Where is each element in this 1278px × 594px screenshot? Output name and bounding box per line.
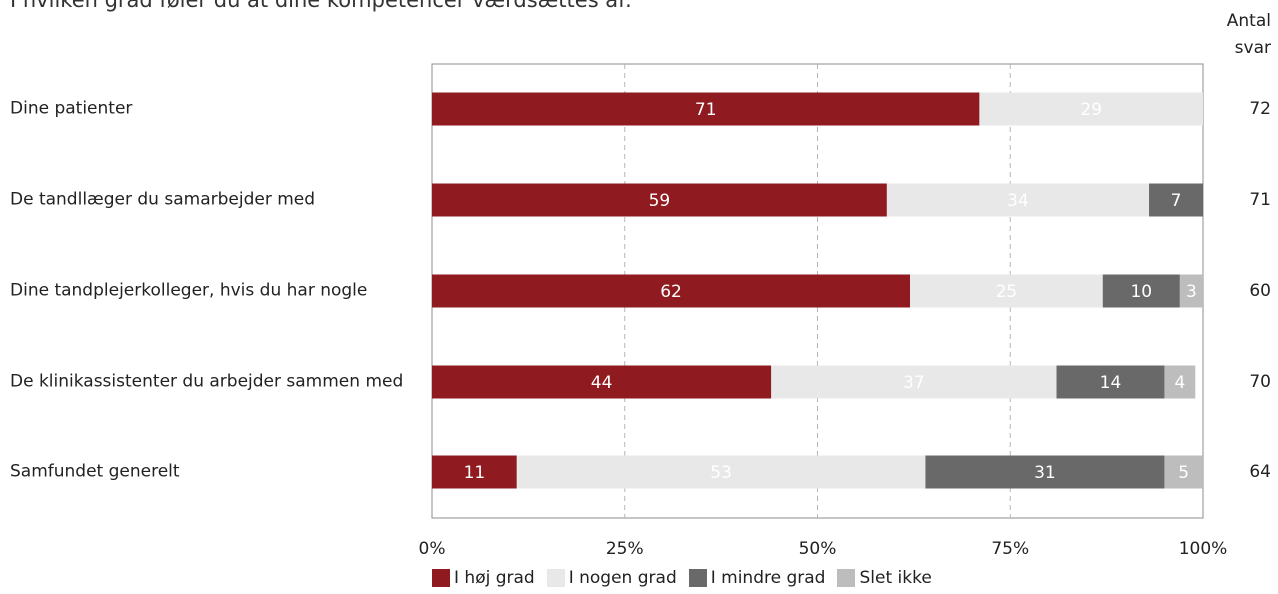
bar-segment bbox=[886, 183, 1150, 217]
x-tick-label: 0% bbox=[419, 539, 446, 559]
bar-value-label: 14 bbox=[1100, 373, 1122, 393]
bar-segment bbox=[1149, 183, 1203, 217]
legend-swatch bbox=[546, 569, 565, 587]
bar-value-label: 7 bbox=[1171, 191, 1182, 211]
count-column-header: Antal svar bbox=[1191, 8, 1271, 62]
bar-segment bbox=[432, 183, 887, 217]
category-label: Dine tandplejerkolleger, hvis du har nog… bbox=[10, 280, 368, 301]
bar-segment bbox=[771, 365, 1057, 399]
chart-legend: I høj grad I nogen grad I mindre grad Slet … bbox=[432, 568, 932, 588]
legend-item: I mindre grad bbox=[688, 568, 826, 588]
bar-segment bbox=[910, 274, 1103, 308]
legend-item: I nogen grad bbox=[546, 568, 677, 588]
bar-value-label: 71 bbox=[695, 100, 717, 120]
legend-swatch bbox=[837, 569, 856, 587]
bar-segment bbox=[432, 365, 772, 399]
bar-segment bbox=[432, 455, 517, 489]
category-label: De klinikassistenter du arbejder sammen … bbox=[10, 371, 404, 392]
bar-segment bbox=[925, 455, 1165, 489]
bar-segment bbox=[432, 92, 980, 126]
bar-value-label: 37 bbox=[903, 373, 925, 393]
bar-segment bbox=[1102, 274, 1180, 308]
category-label: De tandllæger du samarbejder med bbox=[10, 189, 316, 210]
bar-segment bbox=[1056, 365, 1165, 399]
bar-value-label: 5 bbox=[1178, 463, 1189, 483]
legend-label: I nogen grad bbox=[568, 568, 677, 588]
bar-value-label: 3 bbox=[1186, 282, 1197, 302]
bar-value-label: 53 bbox=[710, 463, 732, 483]
legend-item: I høj grad bbox=[432, 568, 535, 588]
response-count: 64 bbox=[1249, 462, 1271, 482]
count-header-line-2: svar bbox=[1234, 38, 1271, 58]
bar-segment bbox=[979, 92, 1203, 126]
bar-value-label: 59 bbox=[649, 191, 671, 211]
legend-label: I mindre grad bbox=[710, 568, 826, 588]
bar-value-label: 11 bbox=[464, 463, 486, 483]
response-count: 60 bbox=[1249, 281, 1271, 301]
category-label: Dine patienter bbox=[10, 98, 133, 119]
chart-title: I hvilken grad føler du at dine kompeten… bbox=[10, 0, 632, 12]
x-tick-label: 25% bbox=[606, 539, 644, 559]
legend-label: I høj grad bbox=[454, 568, 535, 588]
bar-value-label: 25 bbox=[996, 282, 1018, 302]
bar-segment bbox=[516, 455, 926, 489]
bar-value-label: 62 bbox=[660, 282, 682, 302]
response-count: 72 bbox=[1249, 99, 1271, 119]
legend-swatch bbox=[432, 569, 450, 587]
bar-value-label: 44 bbox=[591, 373, 613, 393]
bar-segment bbox=[1164, 365, 1196, 399]
legend-item: Slet ikke bbox=[837, 568, 932, 588]
bar-value-label: 31 bbox=[1034, 463, 1056, 483]
bar-value-label: 34 bbox=[1007, 191, 1029, 211]
count-header-line-1: Antal bbox=[1226, 11, 1271, 31]
x-tick-label: 100% bbox=[1179, 539, 1228, 559]
bar-value-label: 10 bbox=[1130, 282, 1152, 302]
bar-segment bbox=[1179, 274, 1203, 308]
bar-value-label: 29 bbox=[1080, 100, 1102, 120]
x-tick-label: 50% bbox=[799, 539, 837, 559]
bar-segment bbox=[432, 274, 911, 308]
legend-swatch bbox=[688, 569, 707, 587]
legend-label: Slet ikke bbox=[859, 568, 932, 588]
response-count: 71 bbox=[1249, 190, 1271, 210]
bar-segment bbox=[1164, 455, 1203, 489]
response-count: 70 bbox=[1249, 372, 1271, 392]
x-tick-label: 75% bbox=[991, 539, 1029, 559]
category-label: Samfundet generelt bbox=[10, 461, 180, 482]
bar-value-label: 4 bbox=[1174, 373, 1185, 393]
